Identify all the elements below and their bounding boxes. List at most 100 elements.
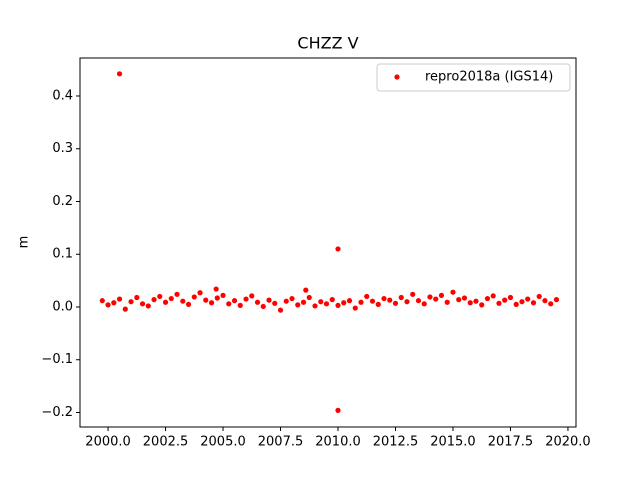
y-tick-label: −0.1	[41, 352, 73, 367]
point	[461, 295, 468, 301]
point	[266, 297, 272, 303]
legend-label: repro2018a (IGS14)	[425, 70, 553, 85]
point	[303, 287, 309, 293]
point	[484, 295, 491, 302]
point	[139, 301, 146, 307]
y-tick-label: 0.3	[52, 141, 73, 156]
point	[254, 299, 261, 305]
point	[272, 300, 278, 306]
point	[496, 300, 502, 306]
point	[174, 291, 180, 297]
point	[249, 293, 255, 299]
point	[220, 292, 226, 298]
point	[507, 294, 514, 301]
point	[295, 302, 301, 308]
point	[352, 305, 358, 311]
point	[404, 299, 410, 305]
x-tick-label: 2017.5	[488, 435, 534, 450]
point	[335, 302, 341, 309]
point	[387, 297, 393, 303]
y-tick-label: 0.4	[52, 88, 73, 103]
point	[473, 298, 479, 304]
x-tick-label: 2000.0	[85, 435, 131, 450]
point	[162, 299, 169, 305]
y-tick-label: −0.2	[41, 405, 73, 420]
x-tick-label: 2012.5	[373, 435, 419, 450]
point	[318, 299, 324, 305]
point	[283, 298, 289, 304]
point	[306, 294, 312, 301]
chart-title: CHZZ V	[297, 34, 358, 53]
point	[398, 294, 404, 301]
x-tick-label: 2015.0	[430, 435, 476, 450]
point	[433, 296, 439, 302]
point	[519, 299, 525, 305]
point	[335, 407, 341, 413]
point	[513, 301, 519, 307]
legend-box	[376, 63, 571, 92]
point	[358, 299, 364, 305]
point	[525, 296, 531, 302]
point	[467, 300, 473, 306]
point	[203, 297, 209, 303]
point	[341, 300, 347, 306]
y-tick-label: 0.0	[52, 299, 73, 314]
point	[364, 293, 370, 300]
point	[277, 307, 284, 313]
x-tick-label: 2020.0	[545, 435, 591, 450]
point	[312, 303, 318, 309]
point	[157, 293, 163, 300]
point	[231, 298, 238, 304]
point	[289, 295, 295, 302]
point	[237, 302, 243, 309]
point	[346, 298, 353, 304]
point	[502, 297, 508, 303]
point	[122, 306, 128, 312]
point	[415, 298, 422, 304]
point	[145, 303, 151, 309]
point	[369, 298, 376, 304]
point	[260, 303, 266, 310]
point	[151, 297, 157, 303]
point	[530, 300, 537, 306]
point	[191, 294, 197, 300]
y-tick-label: 0.2	[52, 194, 73, 209]
point	[323, 301, 330, 307]
point	[116, 296, 123, 302]
point	[479, 302, 485, 308]
point	[213, 286, 219, 292]
point	[185, 301, 192, 307]
point	[329, 297, 335, 303]
point	[197, 290, 203, 296]
x-tick-label: 2010.0	[315, 435, 361, 450]
point	[410, 291, 416, 297]
point	[111, 300, 117, 306]
point	[450, 289, 456, 295]
point	[335, 246, 341, 252]
point	[456, 297, 462, 303]
point	[392, 300, 399, 306]
point	[421, 301, 427, 307]
point	[226, 301, 232, 307]
point	[180, 298, 186, 304]
y-tick-label: 0.1	[52, 247, 73, 262]
point	[208, 300, 215, 306]
point	[542, 298, 548, 304]
point	[553, 297, 560, 303]
point	[134, 294, 140, 301]
legend-marker	[394, 74, 400, 80]
y-axis-label: m	[17, 236, 32, 249]
point	[128, 299, 134, 305]
x-tick-label: 2002.5	[143, 435, 189, 450]
point	[444, 299, 450, 305]
point	[375, 301, 381, 307]
point	[243, 296, 249, 302]
point	[381, 295, 387, 302]
point	[438, 292, 445, 298]
plot-frame	[79, 57, 577, 428]
point	[548, 301, 554, 307]
point	[427, 294, 433, 300]
x-tick-label: 2005.0	[200, 435, 246, 450]
point	[214, 295, 220, 301]
